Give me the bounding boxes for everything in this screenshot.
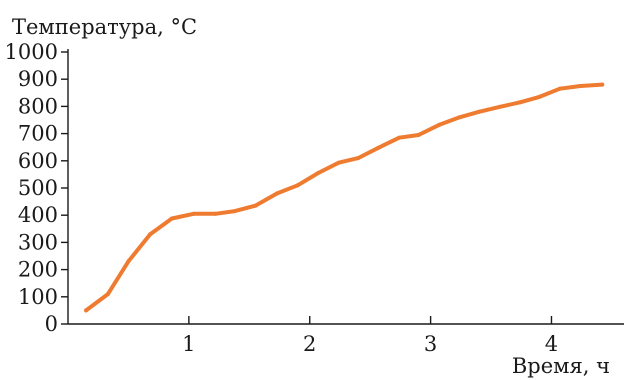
y-tick-label: 200 <box>18 258 58 282</box>
data-point <box>295 183 300 188</box>
data-point <box>537 94 542 99</box>
y-tick-label: 900 <box>18 67 58 91</box>
data-point <box>336 160 341 165</box>
data-point <box>416 133 421 137</box>
data-point <box>169 216 174 221</box>
data-point <box>126 259 131 264</box>
y-tick-label: 600 <box>18 149 58 173</box>
data-point <box>356 156 361 161</box>
data-point <box>232 209 237 214</box>
data-point <box>213 211 218 216</box>
data-point <box>557 86 562 91</box>
data-point <box>275 191 280 196</box>
temperature-series-line <box>84 82 605 313</box>
y-tick-label: 700 <box>18 122 58 146</box>
data-point <box>316 171 321 175</box>
y-axis-ticks: 0 100 200 300 400 500 600 700 800 900 1000 <box>5 40 68 336</box>
x-tick-label: 4 <box>545 332 558 356</box>
y-tick-label: 800 <box>18 94 58 118</box>
data-point <box>191 211 196 216</box>
data-point <box>457 115 462 120</box>
y-axis-title: Температура, °C <box>12 15 197 39</box>
data-point <box>578 84 583 88</box>
y-tick-label: 300 <box>18 230 58 254</box>
data-point <box>105 292 110 297</box>
y-tick-label: 100 <box>18 285 58 309</box>
y-tick-label: 0 <box>45 312 58 336</box>
data-point <box>84 308 89 313</box>
data-point <box>497 104 502 109</box>
x-tick-label: 1 <box>182 332 195 356</box>
data-point <box>477 109 481 114</box>
x-axis-title: Время, ч <box>512 354 610 378</box>
data-point <box>437 122 442 127</box>
series-layer <box>84 82 605 313</box>
y-tick-label: 400 <box>18 203 58 227</box>
data-point <box>148 232 153 237</box>
x-tick-label: 3 <box>424 332 437 356</box>
y-tick-label: 1000 <box>5 40 58 64</box>
data-point <box>518 100 523 105</box>
data-point <box>253 203 258 208</box>
x-tick-label: 2 <box>303 332 316 356</box>
data-point <box>600 82 605 87</box>
data-point <box>376 145 381 150</box>
data-point <box>397 135 402 140</box>
y-tick-label: 500 <box>18 176 58 200</box>
x-axis-ticks: 1 2 3 4 <box>182 316 558 356</box>
